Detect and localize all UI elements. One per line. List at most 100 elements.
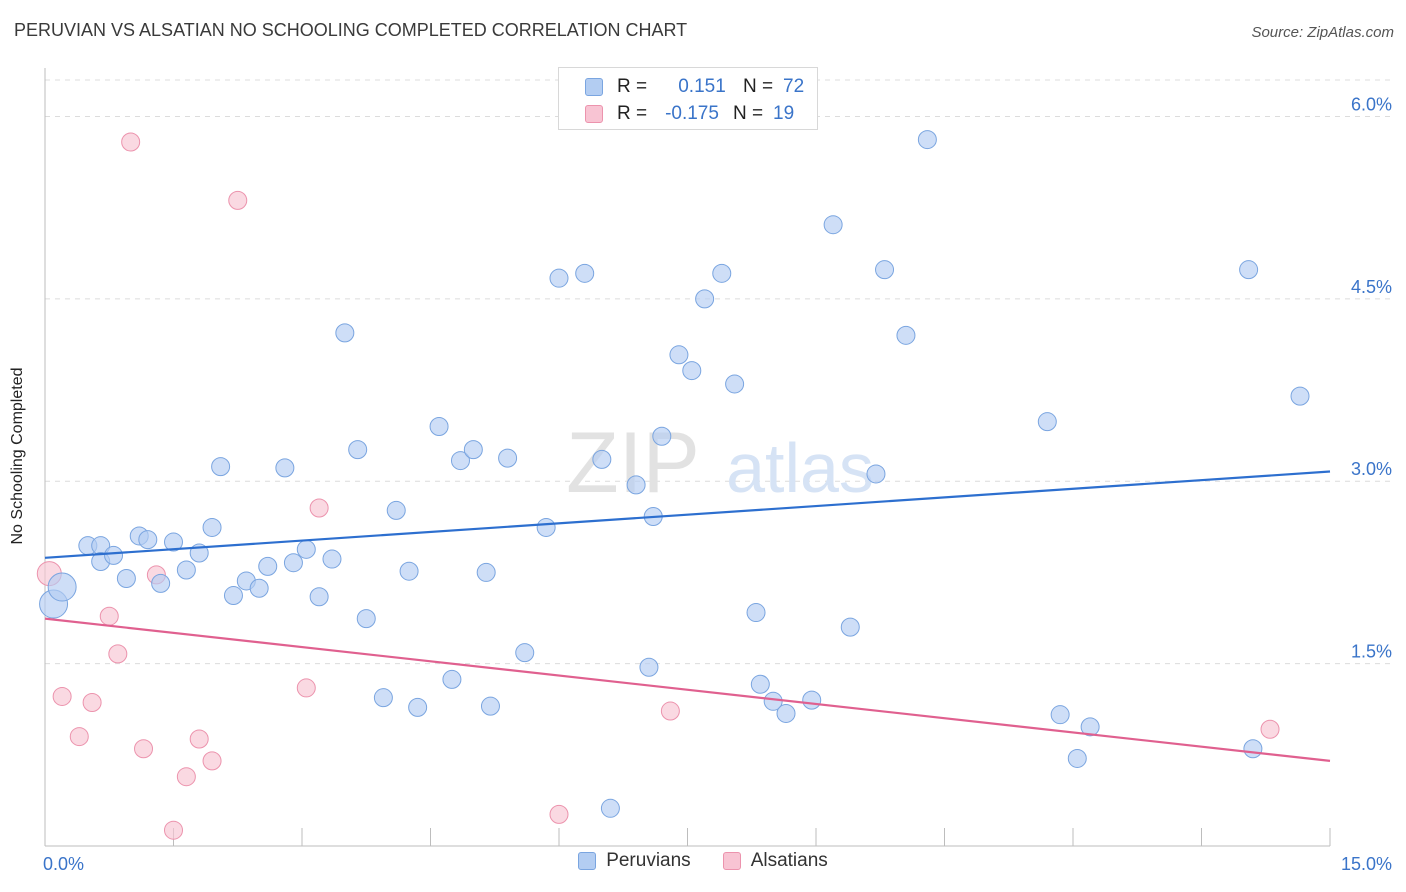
peruvian-point xyxy=(1037,412,1057,432)
peruvian-point xyxy=(682,361,702,381)
y-tick-label: 4.5% xyxy=(1351,277,1392,297)
peruvian-point xyxy=(429,417,449,437)
peruvian-point xyxy=(386,500,406,520)
peruvian-point xyxy=(823,215,843,235)
peruvian-point xyxy=(116,569,136,589)
peruvian-point xyxy=(223,586,243,606)
r-value: -0.175 xyxy=(665,103,719,124)
r-label: R = xyxy=(617,103,648,124)
peruvian-point xyxy=(1239,260,1259,280)
legend-label: Alsatians xyxy=(750,850,828,871)
n-value: 72 xyxy=(783,76,805,97)
alsatian-trend-line xyxy=(44,617,1331,762)
peruvian-point xyxy=(746,603,766,623)
peruvian-point xyxy=(592,449,612,469)
alsatian-point xyxy=(1260,719,1280,739)
peruvian-point xyxy=(463,440,483,460)
peruvian-point xyxy=(725,374,745,394)
peruvian-point xyxy=(309,587,329,607)
peruvian-point xyxy=(1243,739,1263,759)
peruvian-point xyxy=(575,263,595,283)
n-label: N = xyxy=(743,76,774,97)
peruvian-point xyxy=(164,532,183,552)
peruvian-point xyxy=(283,553,303,573)
peruvian-point xyxy=(480,696,500,716)
peruvian-point xyxy=(450,451,470,471)
alsatian-point xyxy=(108,644,128,664)
alsatian-swatch xyxy=(722,852,741,870)
y-tick-label: 1.5% xyxy=(1351,642,1392,662)
peruvian-point xyxy=(866,464,886,484)
peruvian-point xyxy=(712,263,732,283)
alsatian-point xyxy=(296,678,316,698)
watermark: ZIP atlas xyxy=(566,415,874,511)
legend: Peruvians Alsatians xyxy=(0,850,1406,872)
alsatian-point xyxy=(99,606,119,626)
peruvian-point xyxy=(335,323,355,343)
peruvian-point xyxy=(669,345,689,365)
n-value: 19 xyxy=(773,103,795,124)
peruvian-point xyxy=(776,703,796,723)
peruvian-point xyxy=(536,517,556,537)
stats-row-alsatians: R = -0.175 N = 19 xyxy=(585,101,794,127)
peruvian-point xyxy=(875,260,895,280)
alsatian-swatch xyxy=(585,105,603,123)
peruvian-point xyxy=(652,426,672,446)
peruvian-point xyxy=(348,440,368,460)
peruvian-point xyxy=(476,562,496,582)
peruvian-point xyxy=(202,517,222,537)
r-value: 0.151 xyxy=(678,76,726,97)
watermark-atlas: atlas xyxy=(726,429,874,507)
alsatian-point xyxy=(202,751,222,771)
y-tick-label: 6.0% xyxy=(1351,94,1392,114)
peruvian-point xyxy=(1080,717,1100,737)
alsatian-point xyxy=(549,804,569,824)
alsatian-point xyxy=(121,132,141,152)
peruvian-point xyxy=(1067,748,1087,768)
alsatian-point xyxy=(52,686,72,706)
peruvian-point xyxy=(1290,386,1310,406)
alsatian-point xyxy=(660,701,680,721)
alsatian-point xyxy=(189,729,209,749)
legend-item-alsatians[interactable]: Alsatians xyxy=(722,850,828,872)
peruvian-point xyxy=(211,457,231,477)
alsatian-point xyxy=(69,727,89,747)
peruvian-point xyxy=(896,325,916,345)
peruvian-swatch xyxy=(578,852,597,870)
alsatian-point xyxy=(82,693,102,713)
peruvian-point xyxy=(600,798,620,818)
alsatian-point xyxy=(134,739,154,759)
source-label: Source: ZipAtlas.com xyxy=(1251,24,1394,41)
peruvian-point xyxy=(408,697,428,717)
peruvian-point xyxy=(296,539,316,559)
stats-row-peruvians: R = 0.151 N = 72 xyxy=(585,74,804,100)
chart-title: PERUVIAN VS ALSATIAN NO SCHOOLING COMPLE… xyxy=(14,20,688,40)
tick-labels: 1.5% 3.0% 4.5% 6.0% 0.0% 15.0% xyxy=(43,94,1392,874)
peruvian-trend-line xyxy=(44,470,1331,559)
peruvian-point xyxy=(917,130,937,150)
peruvian-point xyxy=(47,572,77,602)
r-label: R = xyxy=(617,76,648,97)
peruvian-point xyxy=(399,561,419,581)
peruvian-points xyxy=(39,130,1310,818)
alsatian-point xyxy=(228,190,248,210)
alsatian-point xyxy=(309,498,329,518)
peruvian-point xyxy=(549,268,569,288)
peruvian-point xyxy=(750,674,770,694)
stats-box: R = 0.151 N = 72 R = -0.175 N = 19 xyxy=(558,67,818,130)
peruvian-point xyxy=(275,458,295,478)
x-tick-label: 15.0% xyxy=(1341,854,1392,874)
peruvian-point xyxy=(176,560,196,580)
peruvian-point xyxy=(151,573,171,593)
alsatian-point xyxy=(164,820,183,840)
axes xyxy=(44,68,1331,847)
peruvian-point xyxy=(104,545,124,565)
watermark-zip: ZIP xyxy=(566,415,700,511)
peruvian-point xyxy=(258,556,278,576)
peruvian-point xyxy=(840,617,860,637)
peruvian-point xyxy=(356,609,376,629)
legend-item-peruvians[interactable]: Peruvians xyxy=(578,850,691,872)
peruvian-point xyxy=(695,289,715,309)
x-tick-label: 0.0% xyxy=(43,854,84,874)
